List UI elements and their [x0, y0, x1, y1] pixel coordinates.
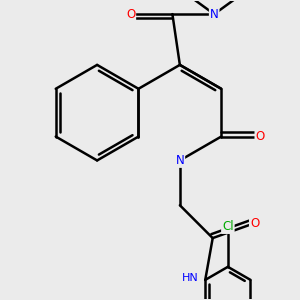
Text: O: O: [250, 217, 259, 230]
Text: Cl: Cl: [222, 220, 234, 233]
Text: O: O: [126, 8, 135, 21]
Text: HN: HN: [182, 273, 199, 284]
Text: N: N: [176, 154, 184, 167]
Text: O: O: [255, 130, 265, 143]
Text: N: N: [210, 8, 219, 21]
